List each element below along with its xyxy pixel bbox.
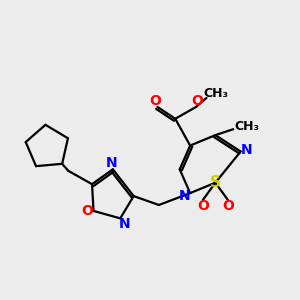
Text: CH₃: CH₃ bbox=[235, 120, 260, 133]
Text: O: O bbox=[81, 204, 93, 218]
Text: CH₃: CH₃ bbox=[204, 87, 229, 100]
Text: O: O bbox=[197, 200, 209, 214]
Text: N: N bbox=[178, 189, 190, 203]
Text: N: N bbox=[119, 217, 130, 231]
Text: S: S bbox=[210, 175, 221, 190]
Text: N: N bbox=[106, 156, 117, 170]
Text: N: N bbox=[241, 143, 252, 157]
Text: O: O bbox=[222, 200, 234, 214]
Text: O: O bbox=[149, 94, 161, 108]
Text: O: O bbox=[192, 94, 203, 108]
